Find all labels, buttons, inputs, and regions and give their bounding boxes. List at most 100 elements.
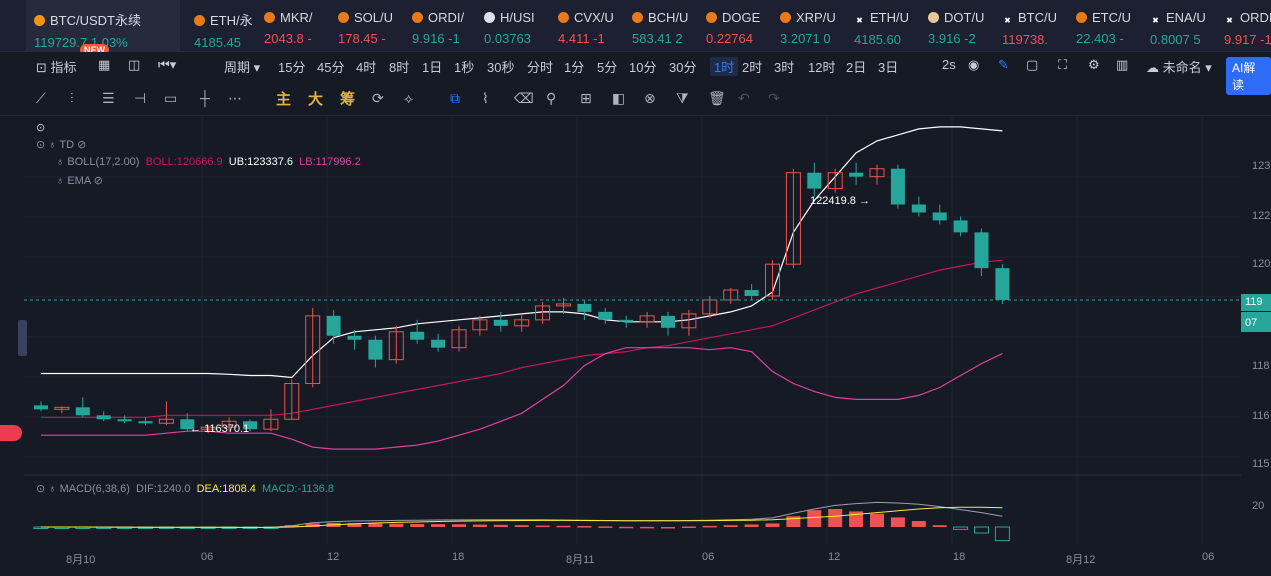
hide-icon[interactable]: ◧ <box>612 90 626 106</box>
indicators-label: 指标 <box>50 60 77 75</box>
interval-7[interactable]: 分时 <box>527 60 554 75</box>
interval-13[interactable]: 2时 <box>742 60 763 75</box>
candle-body <box>619 319 634 322</box>
interval-17[interactable]: 3日 <box>878 60 899 75</box>
interval-14[interactable]: 3时 <box>774 60 795 75</box>
interval-10[interactable]: 10分 <box>629 60 657 75</box>
more-tools-icon[interactable]: ⋯ <box>228 90 242 106</box>
ticker-tab-5[interactable]: H/USI 0.03763 <box>476 0 546 52</box>
interval-6[interactable]: 30秒 <box>487 60 515 75</box>
ruler-icon[interactable]: ⟡ <box>404 90 414 106</box>
macd-histogram-bar <box>890 517 905 527</box>
price-chart[interactable] <box>24 117 1241 545</box>
vertical-line-icon[interactable]: ┼ <box>200 90 210 106</box>
settings-icon[interactable]: ⚙ <box>1088 57 1100 72</box>
collapse-chevron-icon[interactable]: ⊙ <box>36 122 46 134</box>
interval-8[interactable]: 1分 <box>564 60 585 75</box>
redo-icon[interactable]: ↷ <box>768 90 780 106</box>
ticker-tab-3[interactable]: SOL/U 178.45 - <box>330 0 400 52</box>
horizontal-lines-icon[interactable]: ☰ <box>102 90 115 106</box>
boll-middle-line <box>41 259 1003 418</box>
candle-body <box>598 311 613 320</box>
horizontal-ray-icon[interactable]: ⊣ <box>134 90 147 106</box>
fullscreen-icon[interactable]: ⛶ <box>1058 57 1068 72</box>
ticker-tab-1[interactable]: ETH/永 4185.45 <box>186 0 253 52</box>
current-price-tag: 119 <box>1241 294 1271 311</box>
window-icon[interactable]: ▢ <box>1026 57 1039 72</box>
ema-legend[interactable]: ♁ EMA ⊘ <box>56 174 103 187</box>
interval-9[interactable]: 5分 <box>597 60 618 75</box>
macd-legend[interactable]: ⊙ ♁ MACD(6,38,6) DIF:1240.0 DEA:1808.4 M… <box>36 482 334 495</box>
indicators-button[interactable]: ⊡ 指标 <box>36 57 77 76</box>
ticker-tab-2[interactable]: MKR/2043.8 - <box>256 0 326 52</box>
ticker-price: 22.403 - <box>1076 31 1124 46</box>
brush-icon[interactable]: ⌇ <box>482 90 489 106</box>
ticker-tab-4[interactable]: ORDI/9.916 -1 <box>404 0 472 52</box>
cycle-icon[interactable]: ⟳ <box>372 90 384 106</box>
hide-eye-icon[interactable]: ⊘ <box>93 175 103 187</box>
split-icon[interactable]: ▥ <box>1116 57 1129 72</box>
ticker-tab-9[interactable]: XRP/U 3.2071 0 <box>772 0 842 52</box>
ticker-price: 4185.60 <box>854 32 901 47</box>
coin-icon <box>194 15 205 26</box>
refresh-rate[interactable]: 2s <box>942 57 956 72</box>
td-legend[interactable]: ⊙ ♁ TD ⊘ <box>36 138 86 151</box>
ticker-tab-14[interactable]: ✖ ENA/U 0.8007 5 <box>1142 0 1212 52</box>
candle-body <box>514 319 530 327</box>
cloud-layout-dropdown[interactable]: ☁ 未命名 ▾ <box>1146 60 1212 75</box>
pen-icon[interactable]: ✎ <box>998 57 1009 72</box>
ai-interpret-button[interactable]: AI解读 <box>1226 57 1271 95</box>
alert-handle[interactable] <box>0 425 22 441</box>
magnet-icon[interactable]: ⚲ <box>546 90 557 106</box>
ticker-tab-8[interactable]: DOGE 0.22764 <box>698 0 768 52</box>
layout-icon[interactable]: ▦ <box>98 57 111 72</box>
chip-tool[interactable]: 筹 <box>340 91 356 108</box>
sidebar-toggle-handle[interactable] <box>18 320 27 356</box>
ticker-tab-13[interactable]: ETC/U 22.403 - <box>1068 0 1138 52</box>
ticker-price: 0.03763 <box>484 31 531 46</box>
select-icon[interactable]: ⧉ <box>450 90 460 106</box>
erase-icon[interactable]: ⌫ <box>514 90 534 106</box>
ticker-tab-15[interactable]: ✖ ORDI 9.917 -1 <box>1216 0 1271 52</box>
compare-icon[interactable]: ◫ <box>128 57 141 72</box>
ticker-tab-6[interactable]: CVX/U 4.411 -1 <box>550 0 620 52</box>
interval-15[interactable]: 12时 <box>808 60 836 75</box>
macd-histogram-bar <box>911 521 926 527</box>
period-dropdown[interactable]: 周期 ▾ <box>224 60 261 75</box>
ticker-symbol: DOT/U <box>928 10 990 25</box>
interval-3[interactable]: 8时 <box>389 60 410 75</box>
interval-11[interactable]: 30分 <box>669 60 697 75</box>
ticker-tab-0[interactable]: BTC/USDT永续 119729.7 1.03% <box>26 0 180 52</box>
boll-legend[interactable]: ♁ BOLL(17,2.00) BOLL:120666.9 UB:123337.… <box>56 156 361 168</box>
rectangle-icon[interactable]: ▭ <box>164 90 178 106</box>
filter-icon[interactable]: ⧩ <box>676 90 689 106</box>
main-force-tool[interactable]: 主 <box>276 91 292 108</box>
lock-icon[interactable]: ⊞ <box>580 90 592 106</box>
interval-5[interactable]: 1秒 <box>454 60 475 75</box>
big-order-tool[interactable]: 大 <box>308 91 324 108</box>
camera-icon[interactable]: ◉ <box>968 57 980 72</box>
interval-12[interactable]: 1时 <box>710 57 739 76</box>
symbol-text: H/USI <box>500 10 535 25</box>
candle-body <box>221 420 237 428</box>
candle-body <box>54 406 70 410</box>
hide-eye-icon[interactable]: ⊘ <box>77 139 87 151</box>
link-icon[interactable]: ⊗ <box>644 90 656 106</box>
ticker-tab-7[interactable]: BCH/U 583.41 2 <box>624 0 694 52</box>
ticker-tab-10[interactable]: ✖ ETH/U 4185.60 <box>846 0 916 52</box>
trash-icon[interactable]: 🗑 <box>708 90 726 106</box>
interval-1[interactable]: 45分 <box>317 60 345 75</box>
interval-2[interactable]: 4时 <box>356 60 377 75</box>
replay-icon[interactable]: ⏮▾ <box>158 57 177 72</box>
interval-0[interactable]: 15分 <box>278 60 306 75</box>
undo-icon[interactable]: ↶ <box>738 90 750 106</box>
ticker-tab-12[interactable]: ✖ BTC/U 119738. <box>994 0 1064 52</box>
candle-body <box>410 331 425 340</box>
interval-16[interactable]: 2日 <box>846 60 867 75</box>
bell-icon: ♁ <box>56 156 68 168</box>
indicators-icon: ⊡ <box>36 60 51 75</box>
interval-4[interactable]: 1日 <box>422 60 443 75</box>
ticker-tab-11[interactable]: DOT/U 3.916 -2 <box>920 0 990 52</box>
trendline-icon[interactable]: ⟋ <box>36 90 46 106</box>
parallel-channel-icon[interactable]: ⫶ <box>70 90 74 106</box>
